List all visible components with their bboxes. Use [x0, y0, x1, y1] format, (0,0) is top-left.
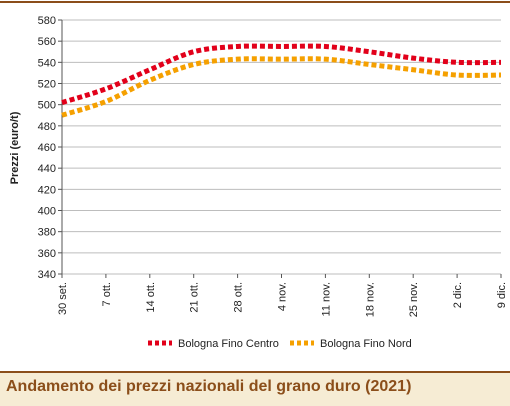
x-tick-label: 28 ott. — [233, 282, 245, 313]
y-tick-label: 400 — [38, 206, 56, 218]
y-tick-label: 480 — [38, 121, 56, 133]
legend-label: Bologna Fino Nord — [320, 338, 412, 350]
x-tick-label: 14 ott. — [145, 282, 157, 313]
y-tick-label: 560 — [38, 36, 56, 48]
chart-title: Andamento dei prezzi nazionali del grano… — [6, 378, 412, 395]
y-tick-label: 340 — [38, 269, 56, 281]
x-tick-label: 4 nov. — [277, 282, 289, 311]
y-tick-label: 460 — [38, 142, 56, 154]
caption-bar: Andamento dei prezzi nazionali del grano… — [0, 371, 510, 406]
price-line-chart: Prezzi (euro/t) 340 360 380 400 420 440 460 480… — [9, 15, 508, 350]
x-tick-label: 9 dic. — [496, 282, 508, 308]
y-tick-label: 500 — [38, 100, 56, 112]
x-tick-label: 25 nov. — [408, 282, 420, 317]
x-tick-label: 2 dic. — [452, 282, 464, 308]
x-tick-label: 18 nov. — [364, 282, 376, 317]
y-tick-label: 380 — [38, 227, 56, 239]
legend-label: Bologna Fino Centro — [178, 338, 279, 350]
y-axis-label: Prezzi (euro/t) — [9, 111, 21, 184]
series-lines — [61, 43, 502, 118]
y-tick-labels: 340 360 380 400 420 440 460 480 500 520 540 560 580 — [38, 15, 56, 281]
grid-lines — [58, 19, 501, 275]
x-tick-label: 11 nov. — [320, 282, 332, 316]
x-tick-label: 7 ott. — [101, 282, 113, 306]
y-tick-label: 420 — [38, 184, 56, 196]
top-rule — [0, 1, 510, 3]
y-tick-label: 520 — [38, 79, 56, 91]
y-tick-label: 580 — [38, 15, 56, 27]
x-tick-label: 21 ott. — [189, 282, 201, 313]
x-tick-labels: 30 set. 7 ott. 14 ott. 21 ott. 28 ott. 4 nov.… — [57, 274, 508, 317]
y-tick-label: 540 — [38, 57, 56, 69]
y-tick-label: 440 — [38, 163, 56, 175]
y-tick-label: 360 — [38, 248, 56, 260]
legend: Bologna Fino Centro Bologna Fino Nord — [148, 338, 412, 350]
series-line-2 — [61, 56, 502, 118]
x-tick-label: 30 set. — [57, 282, 69, 315]
